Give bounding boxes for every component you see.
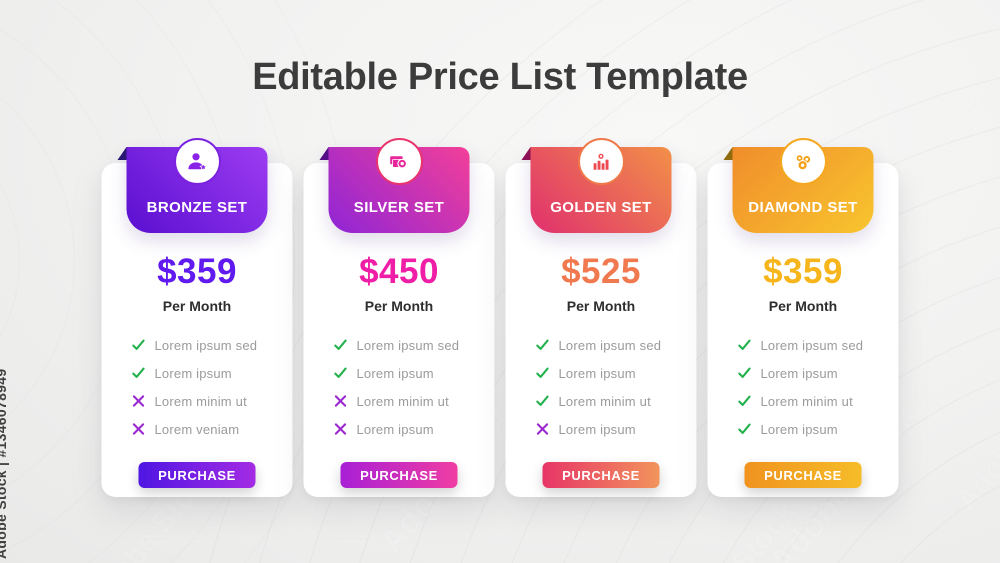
feature-row: Lorem ipsum — [536, 365, 697, 381]
check-icon — [132, 367, 145, 378]
feature-text: Lorem ipsum sed — [356, 337, 460, 353]
feature-row: Lorem ipsum — [536, 421, 697, 437]
feature-row: Lorem minim ut — [536, 393, 697, 409]
plan-period: Per Month — [162, 298, 232, 314]
feature-list: Lorem ipsum sed Lorem ipsum Lorem minim … — [304, 337, 495, 437]
feature-list: Lorem ipsum sed Lorem ipsum Lorem minim … — [506, 337, 697, 437]
plan-name: DIAMOND SET — [748, 199, 858, 216]
feature-text: Lorem minim ut — [760, 393, 853, 409]
feature-text: Lorem veniam — [154, 421, 240, 437]
feature-text: Lorem minim ut — [356, 393, 449, 409]
feature-text: Lorem ipsum — [154, 365, 232, 381]
check-icon — [536, 395, 549, 406]
plan-name: GOLDEN SET — [550, 199, 652, 216]
feature-text: Lorem ipsum — [356, 365, 434, 381]
check-icon — [132, 339, 145, 350]
banner-fold — [723, 147, 733, 160]
feature-list: Lorem ipsum sed Lorem ipsum Lorem minim … — [708, 337, 899, 437]
check-icon — [536, 339, 549, 350]
plan-banner: DIAMOND SET — [723, 147, 874, 233]
purchase-button[interactable]: PURCHASE — [542, 462, 660, 488]
pricing-card: $450 Per Month Lorem ipsum sed Lorem ips… — [303, 138, 495, 497]
feature-row: Lorem veniam — [132, 421, 293, 437]
feature-text: Lorem ipsum sed — [760, 337, 864, 353]
cross-icon — [536, 423, 549, 435]
plan-period: Per Month — [566, 298, 636, 314]
feature-row: Lorem ipsum sed — [334, 337, 495, 353]
feature-text: Lorem ipsum — [356, 421, 434, 437]
pricing-card: $359 Per Month Lorem ipsum sed Lorem ips… — [101, 138, 293, 497]
feature-text: Lorem ipsum — [558, 421, 636, 437]
purchase-button[interactable]: PURCHASE — [138, 462, 256, 488]
plan-price: $450 — [359, 252, 439, 291]
feature-text: Lorem ipsum sed — [154, 337, 258, 353]
check-icon — [334, 339, 347, 350]
banner-fold — [319, 147, 329, 160]
background-arc — [0, 45, 75, 475]
person-star-icon — [188, 152, 208, 171]
cross-icon — [132, 423, 145, 435]
page-title: Editable Price List Template — [252, 56, 748, 98]
plan-price: $359 — [157, 252, 237, 291]
feature-row: Lorem minim ut — [334, 393, 495, 409]
cross-icon — [334, 423, 347, 435]
chart-coin-icon — [593, 152, 609, 170]
coins-icon — [795, 153, 812, 170]
feature-row: Lorem ipsum — [738, 365, 899, 381]
feature-row: Lorem minim ut — [132, 393, 293, 409]
banner-fold — [521, 147, 531, 160]
diagonal-watermark: Adobe Stock — [660, 496, 804, 563]
feature-text: Lorem minim ut — [558, 393, 651, 409]
feature-text: Lorem ipsum sed — [558, 337, 662, 353]
cross-icon — [132, 395, 145, 407]
check-icon — [738, 423, 751, 434]
purchase-button[interactable]: PURCHASE — [744, 462, 862, 488]
plan-name: SILVER SET — [353, 199, 445, 216]
check-icon — [738, 367, 751, 378]
feature-row: Lorem ipsum sed — [738, 337, 899, 353]
banner-fold — [117, 147, 127, 160]
pricing-cards-row: $359 Per Month Lorem ipsum sed Lorem ips… — [101, 138, 899, 497]
check-icon — [536, 367, 549, 378]
plan-price: $525 — [561, 252, 641, 291]
feature-text: Lorem ipsum — [558, 365, 636, 381]
plan-badge-circle — [173, 138, 221, 185]
plan-name: BRONZE SET — [146, 199, 248, 216]
banknote-coin-icon — [390, 155, 408, 168]
feature-row: Lorem ipsum — [334, 421, 495, 437]
purchase-button[interactable]: PURCHASE — [340, 462, 458, 488]
pricing-card: $359 Per Month Lorem ipsum sed Lorem ips… — [707, 138, 899, 497]
feature-text: Lorem minim ut — [154, 393, 247, 409]
plan-period: Per Month — [364, 298, 434, 314]
check-icon — [738, 339, 751, 350]
stock-id-watermark: Adobe Stock | #1346078949 — [0, 368, 9, 559]
feature-row: Lorem ipsum — [334, 365, 495, 381]
feature-list: Lorem ipsum sed Lorem ipsum Lorem minim … — [102, 337, 293, 437]
plan-badge-circle — [577, 138, 625, 185]
plan-badge-circle — [779, 138, 827, 185]
pricing-card: $525 Per Month Lorem ipsum sed Lorem ips… — [505, 138, 697, 497]
feature-row: Lorem ipsum sed — [536, 337, 697, 353]
cross-icon — [334, 395, 347, 407]
plan-period: Per Month — [768, 298, 838, 314]
check-icon — [334, 367, 347, 378]
diagonal-watermark: Adobe Stock — [949, 356, 1000, 518]
feature-text: Lorem ipsum — [760, 365, 838, 381]
plan-price: $359 — [763, 252, 843, 291]
check-icon — [738, 395, 751, 406]
feature-row: Lorem ipsum sed — [132, 337, 293, 353]
feature-row: Lorem ipsum — [738, 421, 899, 437]
feature-row: Lorem minim ut — [738, 393, 899, 409]
plan-badge-circle — [375, 138, 423, 185]
feature-text: Lorem ipsum — [760, 421, 838, 437]
feature-row: Lorem ipsum — [132, 365, 293, 381]
